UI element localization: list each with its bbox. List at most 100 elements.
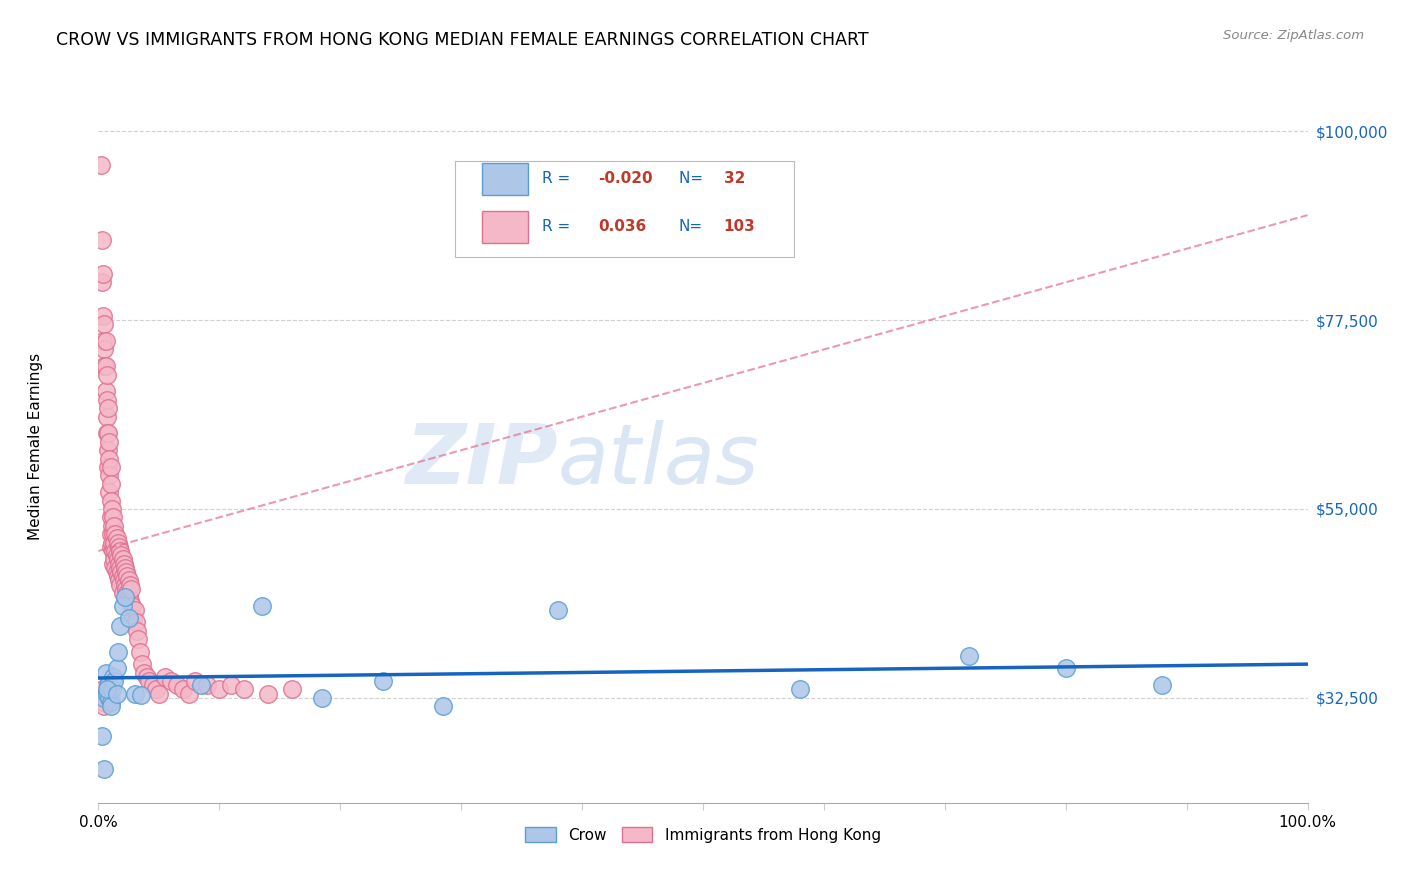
Point (104, 527, 127, 541)
Point (105, 548, 128, 562)
Point (250, 599, 273, 613)
Point (94, 687, 117, 701)
Point (91, 334, 114, 348)
Point (118, 590, 141, 604)
Point (184, 674, 207, 689)
Point (124, 687, 146, 701)
Point (91, 695, 114, 709)
Point (135, 670, 157, 684)
Point (96, 687, 118, 701)
Point (108, 574, 131, 588)
Point (97, 460, 120, 475)
Point (124, 603, 146, 617)
Point (114, 590, 136, 604)
Point (122, 611, 145, 625)
Point (232, 682, 254, 697)
Point (101, 527, 124, 541)
Point (98, 468, 121, 483)
Point (208, 682, 231, 697)
Point (98, 451, 121, 466)
Point (100, 695, 122, 709)
Point (108, 540, 131, 554)
Point (97, 678, 120, 692)
Point (94, 359, 117, 374)
Point (1054, 661, 1077, 675)
Point (166, 678, 188, 692)
Point (97, 443, 120, 458)
Point (190, 678, 212, 692)
Point (110, 548, 132, 562)
Point (108, 560, 131, 574)
Point (100, 535, 122, 549)
Point (111, 599, 134, 613)
Point (100, 493, 122, 508)
Point (110, 565, 132, 579)
Point (103, 674, 125, 689)
Point (96, 426, 118, 441)
Text: N=: N= (679, 219, 703, 235)
Text: N=: N= (679, 171, 707, 186)
Point (96, 368, 118, 382)
Point (256, 687, 278, 701)
Text: atlas: atlas (558, 420, 759, 500)
Point (107, 645, 129, 659)
Point (93, 762, 115, 776)
Point (105, 661, 128, 675)
Point (789, 682, 811, 697)
FancyBboxPatch shape (482, 162, 527, 194)
Point (128, 645, 150, 659)
Point (118, 577, 141, 591)
Point (118, 611, 141, 625)
Point (100, 460, 122, 475)
Point (101, 670, 124, 684)
Point (100, 699, 122, 714)
Point (105, 565, 128, 579)
Point (101, 557, 124, 571)
Text: R =: R = (543, 171, 575, 186)
Point (142, 678, 165, 692)
Point (172, 682, 194, 697)
Point (127, 632, 149, 646)
Point (121, 599, 143, 613)
Point (98, 690, 121, 705)
Point (118, 594, 141, 608)
Point (91, 309, 114, 323)
Point (98, 434, 121, 449)
Point (91, 729, 114, 743)
Point (96, 409, 118, 424)
Point (108, 619, 131, 633)
Point (108, 577, 131, 591)
Point (125, 615, 148, 630)
Point (91, 682, 114, 697)
Point (96, 392, 118, 407)
Text: R =: R = (543, 219, 581, 235)
Point (100, 476, 122, 491)
Point (108, 557, 131, 571)
Point (547, 603, 569, 617)
Point (100, 682, 122, 697)
Point (311, 690, 333, 705)
Point (93, 343, 115, 357)
Point (94, 334, 117, 348)
Point (94, 384, 117, 399)
Point (100, 518, 122, 533)
Point (221, 678, 243, 692)
Text: Source: ZipAtlas.com: Source: ZipAtlas.com (1223, 29, 1364, 43)
Point (114, 560, 136, 574)
Point (93, 318, 115, 332)
Text: 32: 32 (724, 171, 745, 186)
Point (112, 574, 135, 588)
Point (97, 401, 120, 416)
Point (148, 687, 170, 701)
Point (93, 690, 115, 705)
Point (131, 657, 153, 672)
Point (1152, 678, 1174, 692)
Point (91, 233, 114, 247)
Text: ZIP: ZIP (405, 420, 558, 500)
Point (93, 359, 115, 374)
Text: 0.036: 0.036 (598, 219, 645, 235)
Point (97, 426, 120, 441)
Point (91, 275, 114, 289)
Point (105, 687, 128, 701)
Point (114, 577, 136, 591)
